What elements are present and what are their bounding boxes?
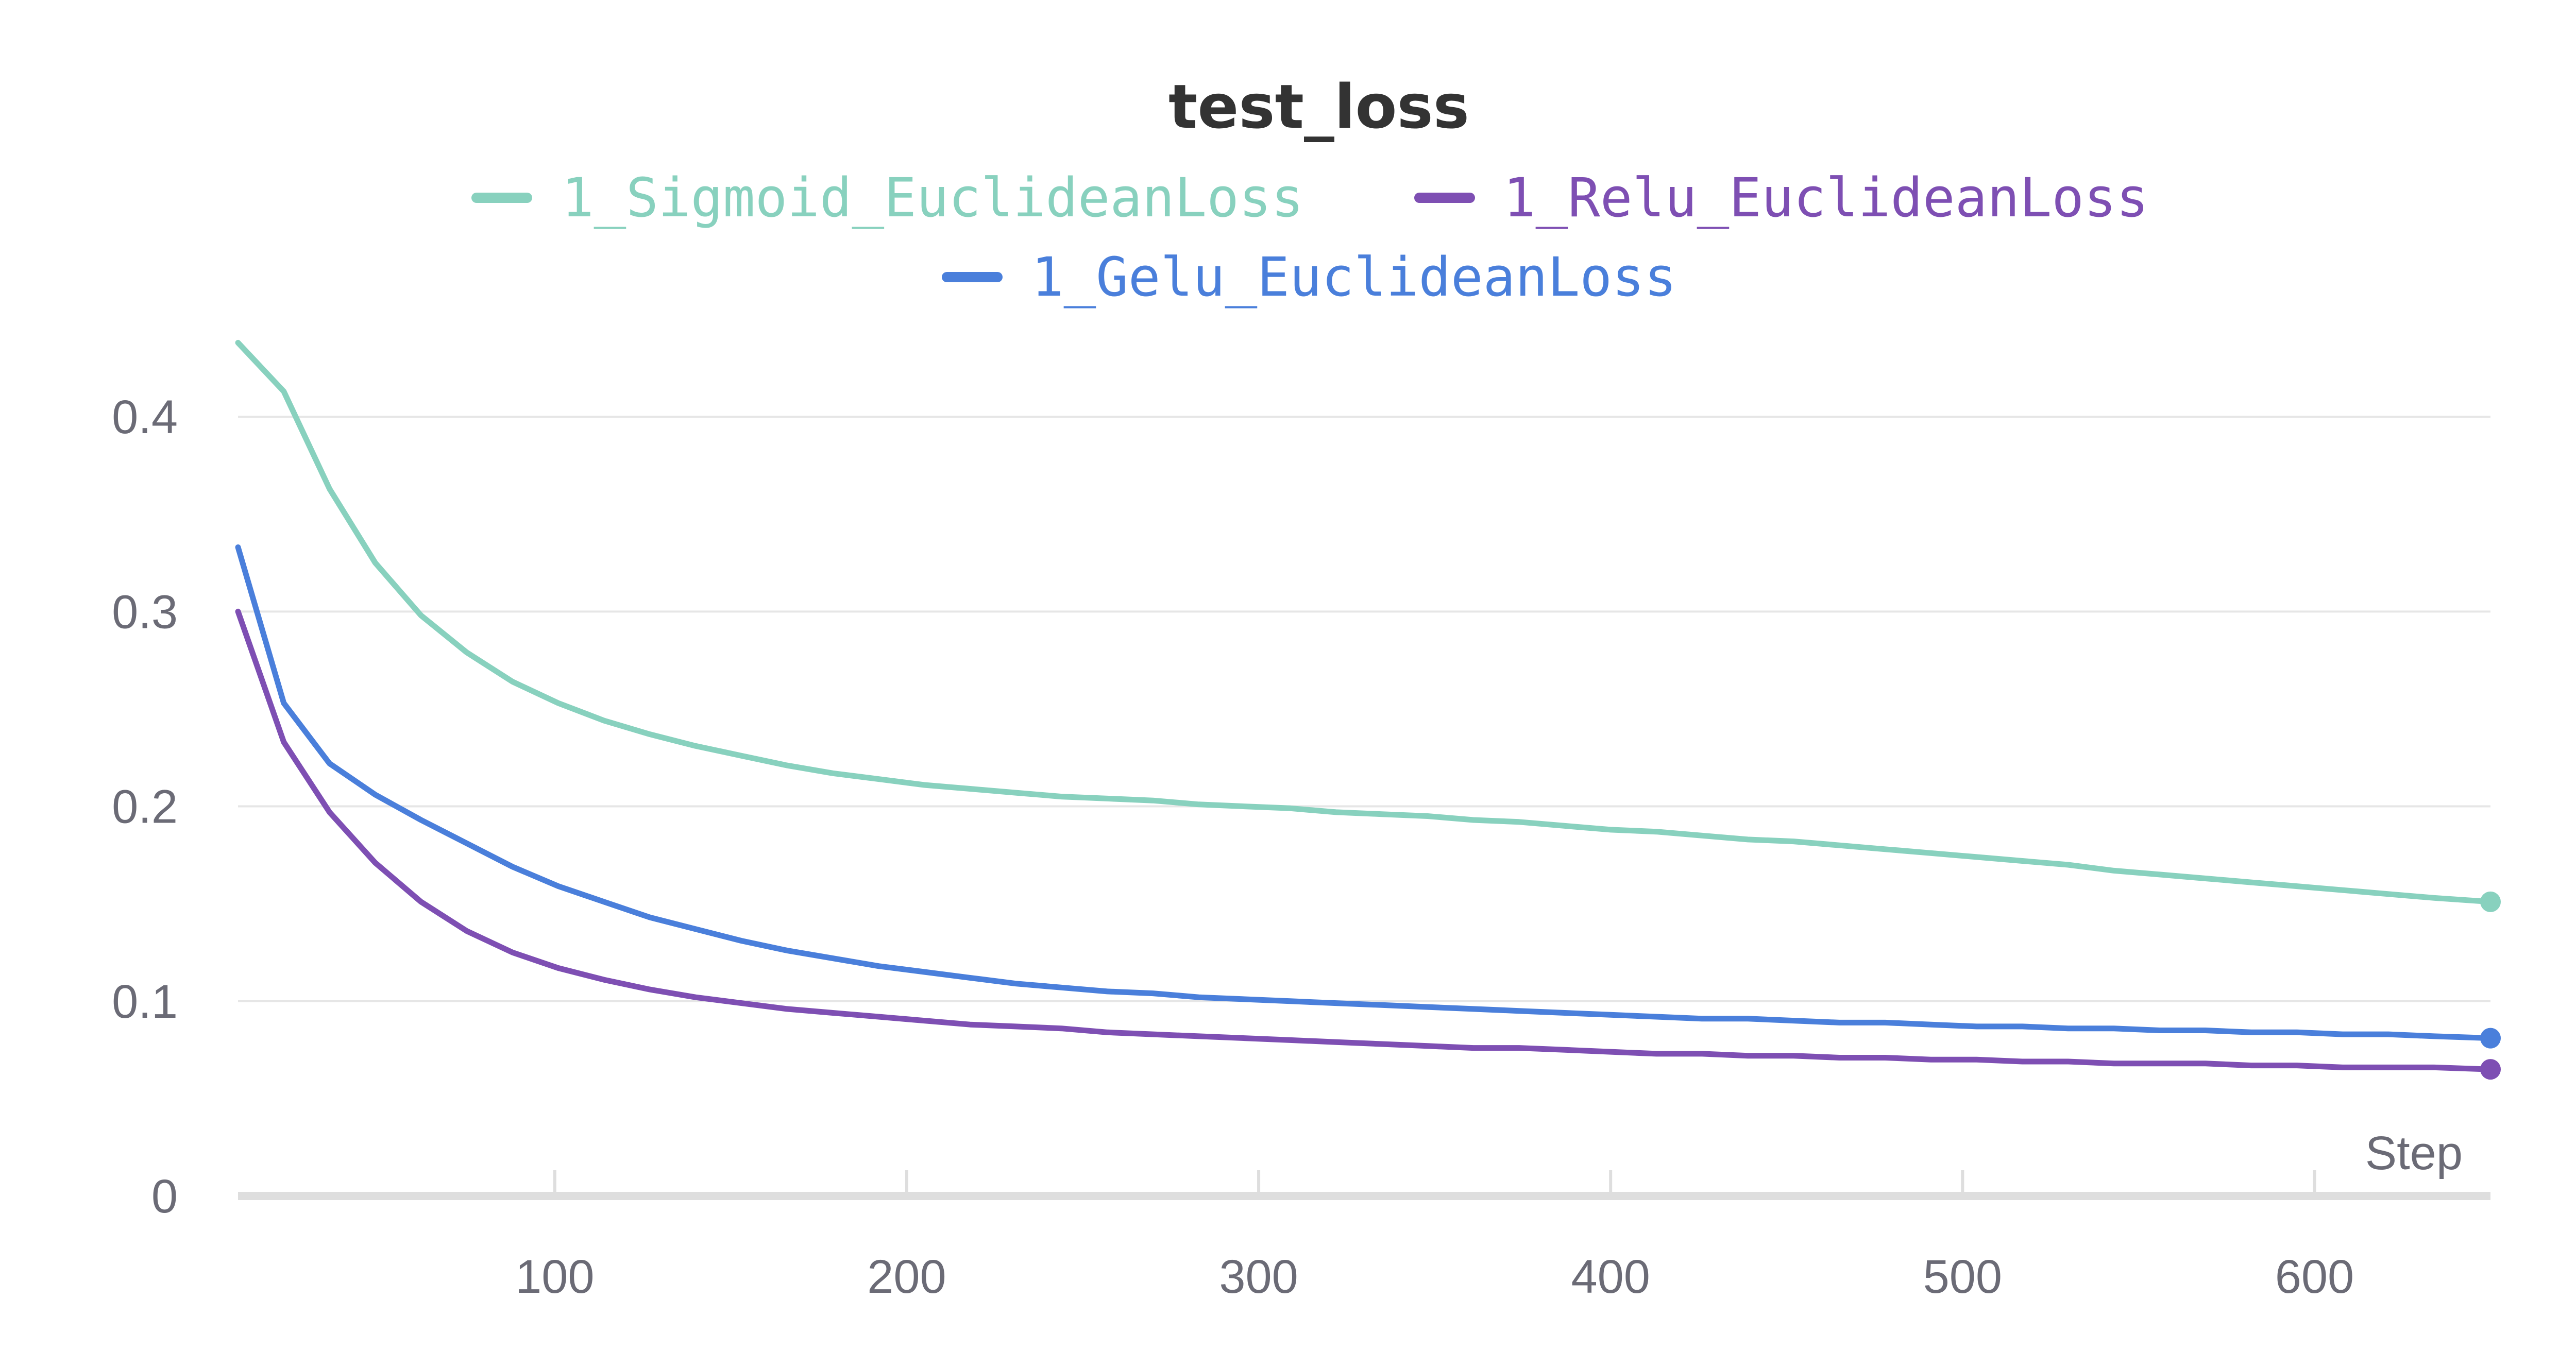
x-axis-label: Step (2365, 1127, 2463, 1179)
y-tick-label: 0.4 (112, 391, 178, 443)
series-line-0 (238, 343, 2490, 902)
series-endpoints (2480, 892, 2501, 1080)
legend-item-0[interactable]: 1_Sigmoid_EuclideanLoss (477, 166, 1303, 229)
legend-item-1[interactable]: 1_Relu_EuclideanLoss (1419, 166, 2148, 229)
x-tick-label: 100 (515, 1251, 595, 1303)
y-tick-label: 0.1 (112, 976, 178, 1028)
legend: 1_Sigmoid_EuclideanLoss 1_Relu_EuclideanL… (477, 166, 2148, 309)
legend-label: 1_Sigmoid_EuclideanLoss (562, 166, 1303, 229)
chart-title: test_loss (1168, 71, 1469, 142)
x-tick-label: 600 (2275, 1251, 2354, 1303)
x-tick-label: 200 (867, 1251, 946, 1303)
x-axis: 100 200 300 400 500 600 (238, 1170, 2490, 1303)
series-end-point-1 (2480, 1059, 2501, 1080)
series-end-point-0 (2480, 892, 2501, 912)
legend-label: 1_Relu_EuclideanLoss (1503, 166, 2148, 229)
series-end-point-2 (2480, 1028, 2501, 1049)
x-tick-label: 500 (1923, 1251, 2003, 1303)
series-lines (238, 343, 2490, 1069)
x-tick-label: 400 (1571, 1251, 1650, 1303)
y-tick-label: 0.2 (112, 781, 178, 833)
y-tick-label: 0.3 (112, 586, 178, 638)
y-axis: 0 0.1 0.2 0.3 0.4 (112, 391, 178, 1223)
legend-label: 1_Gelu_EuclideanLoss (1031, 246, 1676, 309)
y-tick-label: 0 (151, 1170, 178, 1223)
x-tick-label: 300 (1219, 1251, 1298, 1303)
legend-item-2[interactable]: 1_Gelu_EuclideanLoss (947, 246, 1676, 309)
series-line-2 (238, 548, 2490, 1038)
